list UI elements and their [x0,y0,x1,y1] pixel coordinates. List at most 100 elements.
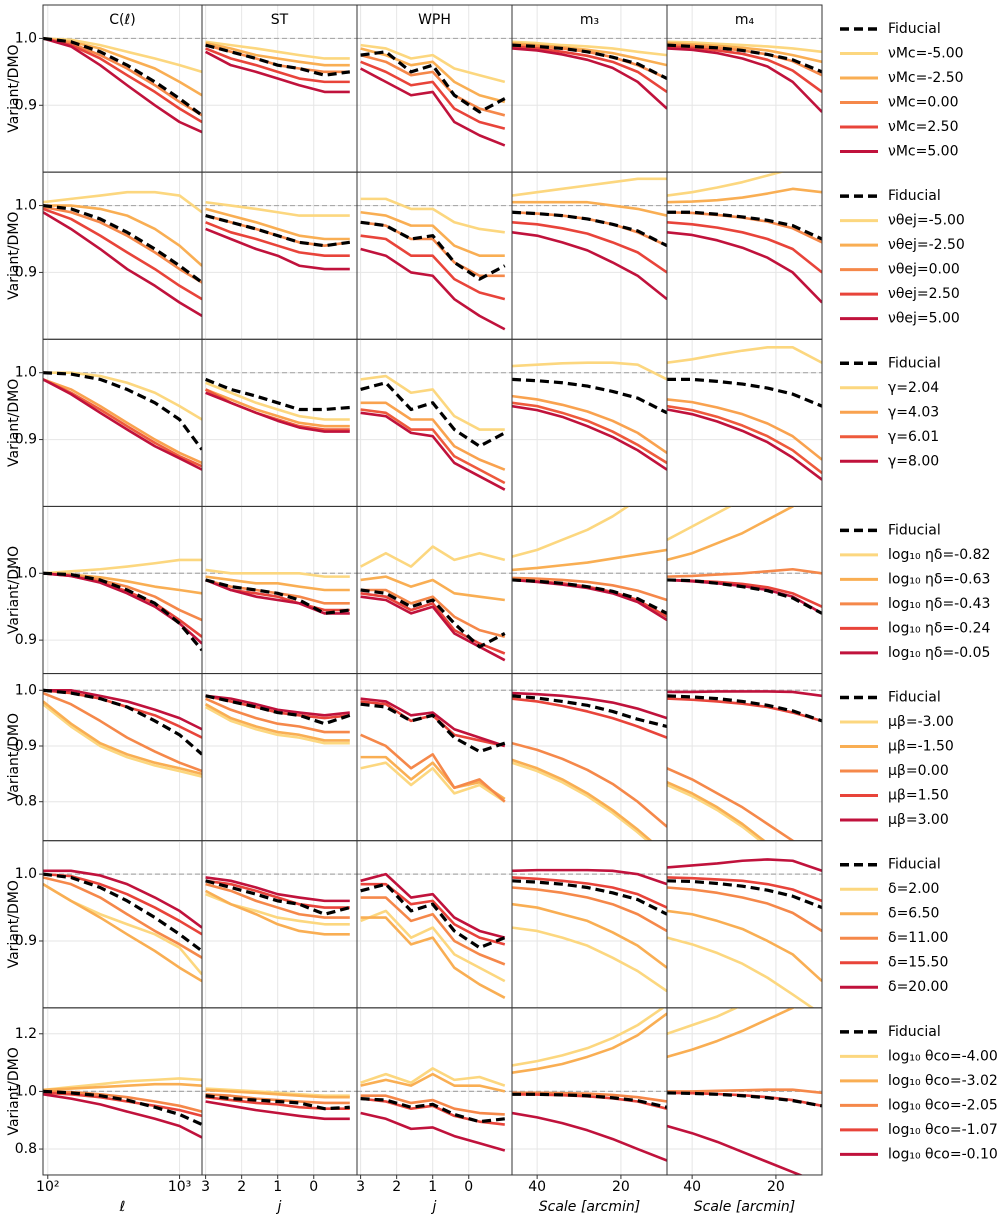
series-line [43,203,202,284]
series-line [43,207,202,301]
series-line [360,761,506,803]
series-line [512,210,667,248]
legend-label: νθej=-5.00 [888,213,965,229]
legend-label: νθej=-2.50 [888,237,965,253]
legend-label: Fiducial [888,857,941,873]
panel [667,506,822,674]
series-line [512,926,667,993]
series-line [667,767,796,841]
series-line [43,205,202,284]
series-line [360,882,506,950]
series-line [512,40,667,57]
legend-label: Fiducial [888,355,941,371]
series-line [360,1097,505,1124]
series-line [205,1087,350,1098]
series-line [667,377,822,408]
series-line [667,210,822,241]
x-tick-label: 0 [309,1179,318,1195]
series-line [667,43,822,74]
panel [357,506,512,674]
series-line [667,909,822,983]
series-line [360,872,506,939]
series-line [205,876,350,903]
legend-label: δ=11.00 [888,930,948,946]
series-line [205,214,350,248]
panel [43,5,202,173]
y-tick-label: 1.0 [15,198,37,214]
series-line [667,45,822,93]
series-line [43,571,202,652]
legend-label: log₁₀ ηδ=-0.82 [888,547,990,563]
legend-label: νMc=5.00 [888,144,959,160]
series-line [205,43,350,77]
legend-label: log₁₀ ηδ=-0.43 [888,596,990,612]
panel-frame [42,4,203,173]
panel [512,840,667,1008]
series-line [360,408,506,485]
panel [357,339,512,507]
panel [43,339,202,507]
series-line [360,916,506,999]
series-line [360,374,505,431]
panel-frame [42,171,203,340]
series-line [667,936,815,1008]
series-line [360,381,506,448]
series-line [512,694,667,729]
panel [202,339,357,507]
series-line [360,1111,506,1152]
legend-label: γ=2.04 [888,380,939,396]
x-tick-label: 1 [273,1179,282,1195]
x-axis-label: Scale [arcmin] [539,1199,640,1215]
legend-label: μβ=1.50 [888,788,949,804]
series-line [360,210,505,258]
series-line [360,702,506,754]
series-line [360,247,506,331]
y-tick-label: 0.8 [15,1141,37,1157]
series-line [667,172,786,197]
panel [202,673,357,841]
series-line [512,902,667,969]
series-line [667,231,822,304]
panel-title: WPH [418,12,451,28]
series-line [205,41,350,67]
legend-label: γ=8.00 [888,453,939,469]
series-line [205,40,350,60]
series-line [512,394,667,455]
series-line [512,876,667,909]
panel [512,172,667,340]
series-line [43,378,202,471]
legend-label: νθej=2.50 [888,286,960,302]
series-line [667,1124,804,1175]
y-tick-label: 1.0 [15,866,37,882]
y-tick-label: 1.0 [15,682,37,698]
series-line [43,378,202,465]
series-line [512,1092,667,1109]
series-line [205,1094,350,1111]
series-line [204,703,350,742]
panel [357,840,512,1008]
series-line [512,761,650,841]
x-tick-label: 20 [767,1179,785,1195]
series-line [512,210,667,247]
series-line [43,703,202,778]
panel [202,840,357,1008]
panel [667,339,822,507]
series-line [205,697,350,734]
series-line [512,401,667,465]
series-line [512,220,667,274]
x-tick-label: 40 [683,1179,701,1195]
legend-label: log₁₀ θco=-3.02 [888,1073,997,1089]
series-line [360,401,506,471]
panel-frame [511,505,668,675]
y-axis-label: Variant/DMO [6,880,22,968]
series-line [512,741,667,828]
series-line [43,691,202,773]
series-line [43,558,202,575]
x-tick-label: 3 [201,1179,210,1195]
series-line [512,697,667,739]
series-line [205,694,350,717]
series-line [43,700,202,776]
series-line [204,705,350,745]
panel [512,339,667,507]
